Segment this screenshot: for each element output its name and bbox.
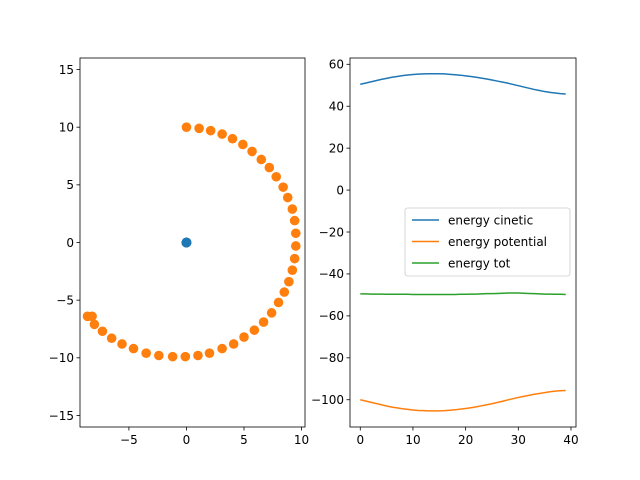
y-tick-label: −15 xyxy=(49,409,74,423)
legend-label: energy cinetic xyxy=(448,213,533,227)
y-tick-label: 40 xyxy=(329,100,344,114)
x-tick-label: 40 xyxy=(563,433,578,447)
scatter-point xyxy=(128,343,139,354)
x-tick-label: 10 xyxy=(405,433,420,447)
scatter-point xyxy=(282,192,293,203)
scatter-axes-background xyxy=(80,58,305,427)
scatter-plot-panel: −5 0 5 10 −15 −10 −5 0 5 10 15 xyxy=(49,57,309,447)
scatter-point xyxy=(247,146,257,157)
scatter-point xyxy=(287,265,298,275)
scatter-point xyxy=(181,237,192,248)
scatter-point xyxy=(117,339,127,349)
axes-frame xyxy=(79,57,306,428)
scatter-point xyxy=(290,228,301,239)
series-line xyxy=(360,72,566,95)
y-tick-label: −5 xyxy=(56,293,74,307)
scatter-point xyxy=(154,350,164,361)
y-tick-label: 20 xyxy=(329,141,344,155)
y-tick-label: −10 xyxy=(49,351,74,365)
scatter-point xyxy=(278,182,288,192)
legend-label: energy potential xyxy=(448,235,547,249)
scatter-point xyxy=(106,333,117,344)
y-tick-label: −40 xyxy=(319,267,344,281)
y-tick-label: 10 xyxy=(59,120,74,134)
x-tick-label: −5 xyxy=(120,433,138,447)
x-tick-label: 20 xyxy=(458,433,473,447)
scatter-point xyxy=(180,351,191,362)
scatter-point xyxy=(239,332,249,342)
scatter-point xyxy=(89,319,100,330)
scatter-point xyxy=(217,343,227,354)
scatter-point xyxy=(204,348,215,359)
y-tick-label: 15 xyxy=(59,63,74,77)
scatter-point xyxy=(205,125,216,136)
scatter-point xyxy=(97,326,108,337)
scatter-point xyxy=(141,348,151,359)
scatter-point xyxy=(167,351,178,362)
scatter-point xyxy=(217,129,227,139)
axes-frame xyxy=(349,57,577,428)
scatter-point xyxy=(273,297,284,308)
y-tick-label: −80 xyxy=(319,351,344,365)
scatter-point xyxy=(227,133,238,144)
x-tick-label: 0 xyxy=(356,433,364,447)
y-tick-label: −100 xyxy=(311,393,344,407)
legend: energy cinetic energy potential energy tot xyxy=(404,207,571,277)
x-tick-label: 0 xyxy=(183,433,191,447)
series-line xyxy=(360,292,566,296)
scatter-point xyxy=(249,325,260,335)
scatter-point xyxy=(87,311,97,322)
y-tick-label: −20 xyxy=(319,225,344,239)
y-tick-label: 60 xyxy=(329,58,344,72)
y-tick-label: 0 xyxy=(66,236,74,250)
y-tick-label: −60 xyxy=(319,309,344,323)
scatter-point xyxy=(284,276,294,287)
scatter-point xyxy=(194,123,204,134)
x-tick-label: 10 xyxy=(294,433,309,447)
scatter-point xyxy=(287,204,298,214)
scatter-point xyxy=(238,139,248,150)
scatter-point xyxy=(279,287,290,297)
scatter-point xyxy=(290,241,301,251)
y-tick-label: 0 xyxy=(336,183,344,197)
scatter-point xyxy=(289,253,300,264)
scatter-point xyxy=(271,171,282,182)
legend-label: energy tot xyxy=(448,256,511,270)
scatter-point xyxy=(266,308,277,318)
scatter-point xyxy=(289,215,300,226)
scatter-point xyxy=(228,339,239,349)
legend-box xyxy=(404,207,571,277)
scatter-point xyxy=(258,317,269,327)
scatter-point xyxy=(193,350,203,361)
scatter-point xyxy=(264,162,275,173)
y-tick-label: 5 xyxy=(66,178,74,192)
x-tick-label: 5 xyxy=(240,433,248,447)
series-line xyxy=(360,389,566,412)
x-tick-label: 30 xyxy=(511,433,526,447)
scatter-point xyxy=(181,122,192,132)
scatter-point xyxy=(256,154,267,165)
energy-line-plot-panel: 0 10 20 30 40 −100 −80 −60 −40 −20 0 20 40 60 energy c… xyxy=(311,58,579,447)
